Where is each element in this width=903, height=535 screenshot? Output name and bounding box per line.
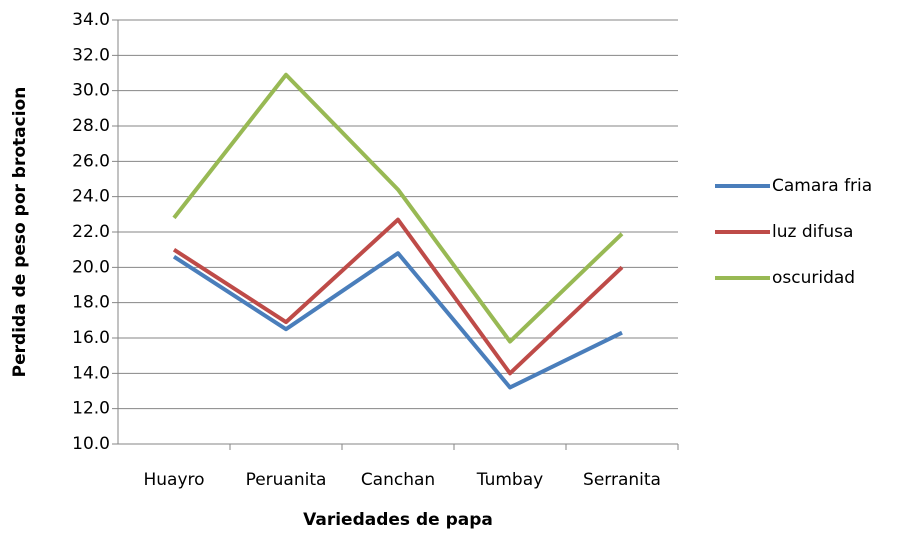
x-tick-label: Canchan (361, 470, 435, 490)
y-tick-label: 28.0 (72, 116, 110, 136)
legend-label: luz difusa (772, 222, 853, 242)
series-line (172, 72, 624, 344)
y-tick-label: 16.0 (72, 328, 110, 348)
y-tick-label: 20.0 (72, 257, 110, 277)
y-tick-label: 14.0 (72, 363, 110, 383)
y-tick-label: 22.0 (72, 222, 110, 242)
y-tick-label: 18.0 (72, 293, 110, 313)
y-tick-label: 26.0 (72, 151, 110, 171)
legend-label: oscuridad (772, 268, 855, 288)
y-tick-label: 32.0 (72, 45, 110, 65)
y-tick-label: 30.0 (72, 81, 110, 101)
x-tick-label: Peruanita (246, 470, 327, 490)
x-axis-label: Variedades de papa (303, 510, 493, 530)
y-tick-label: 24.0 (72, 187, 110, 207)
x-tick-label: Tumbay (476, 470, 543, 490)
legend-label: Camara fria (772, 176, 872, 196)
series-line (172, 251, 623, 390)
y-axis-label: Perdida de peso por brotacion (10, 87, 30, 378)
x-tick-label: Huayro (143, 470, 204, 490)
series-line (172, 217, 624, 376)
y-tick-label: 12.0 (72, 399, 110, 419)
y-tick-label: 34.0 (72, 10, 110, 30)
y-tick-label: 10.0 (72, 434, 110, 454)
x-tick-label: Serranita (583, 470, 661, 490)
